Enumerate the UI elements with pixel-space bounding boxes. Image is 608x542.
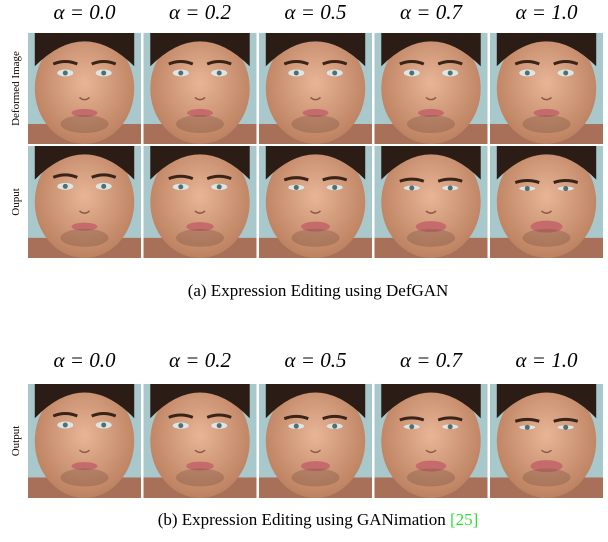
iris: [448, 70, 453, 75]
iris: [525, 70, 530, 75]
column-label: α = 0.5: [285, 348, 347, 372]
citation: [25]: [450, 510, 478, 529]
iris: [563, 186, 568, 191]
iris: [101, 184, 106, 189]
face-image: [259, 146, 372, 258]
face-image: [375, 384, 488, 498]
beard: [292, 115, 340, 133]
iris: [217, 184, 222, 189]
iris: [101, 70, 106, 75]
iris: [294, 424, 299, 429]
beard: [523, 115, 571, 133]
row-label: Ouput: [10, 188, 22, 216]
column-label: α = 0.7: [400, 0, 463, 24]
column-label: α = 0.0: [54, 348, 116, 372]
iris: [178, 70, 183, 75]
beard: [176, 229, 224, 247]
iris: [217, 70, 222, 75]
iris: [63, 70, 68, 75]
column-label: α = 0.7: [400, 348, 463, 372]
column-label: α = 0.2: [169, 348, 231, 372]
iris: [409, 424, 414, 429]
beard: [61, 468, 109, 486]
iris: [332, 185, 337, 190]
beard: [61, 115, 109, 133]
face-image: [28, 384, 141, 498]
beard: [176, 468, 224, 486]
iris: [294, 185, 299, 190]
beard: [61, 229, 109, 247]
iris: [332, 70, 337, 75]
caption-text: (b) Expression Editing using GANimation: [158, 510, 447, 529]
beard: [292, 468, 340, 486]
figure: (a) Expression Editing using DefGAN (b) …: [0, 0, 608, 542]
iris: [178, 423, 183, 428]
iris: [63, 184, 68, 189]
iris: [178, 184, 183, 189]
face-image: [490, 146, 603, 258]
face-image: [144, 146, 257, 258]
face-image: [144, 33, 257, 144]
iris: [409, 186, 414, 191]
column-label: α = 1.0: [516, 348, 578, 372]
face-image: [259, 33, 372, 144]
iris: [563, 70, 568, 75]
iris: [525, 425, 530, 430]
column-label: α = 0.2: [169, 0, 231, 24]
face-image: [259, 384, 372, 498]
caption: (b) Expression Editing using GANimation …: [158, 510, 479, 529]
face-image: [28, 146, 141, 258]
face-image: [375, 33, 488, 144]
beard: [407, 468, 455, 486]
column-label: α = 1.0: [516, 0, 578, 24]
face-image: [28, 33, 141, 144]
beard: [176, 115, 224, 133]
iris: [563, 425, 568, 430]
beard: [407, 115, 455, 133]
face-image: [490, 384, 603, 498]
iris: [332, 424, 337, 429]
row-label: Deformed Image: [10, 51, 22, 126]
face-image: [490, 33, 603, 144]
beard: [523, 229, 571, 247]
beard: [407, 229, 455, 247]
column-label: α = 0.5: [285, 0, 347, 24]
row-label: Output: [10, 426, 22, 457]
beard: [523, 468, 571, 486]
face-image: [375, 146, 488, 258]
iris: [101, 423, 106, 428]
column-label: α = 0.0: [54, 0, 116, 24]
iris: [217, 423, 222, 428]
iris: [63, 423, 68, 428]
iris: [525, 186, 530, 191]
iris: [448, 424, 453, 429]
beard: [292, 229, 340, 247]
iris: [448, 186, 453, 191]
iris: [409, 70, 414, 75]
iris: [294, 70, 299, 75]
face-image: [144, 384, 257, 498]
caption: (a) Expression Editing using DefGAN: [188, 281, 449, 300]
